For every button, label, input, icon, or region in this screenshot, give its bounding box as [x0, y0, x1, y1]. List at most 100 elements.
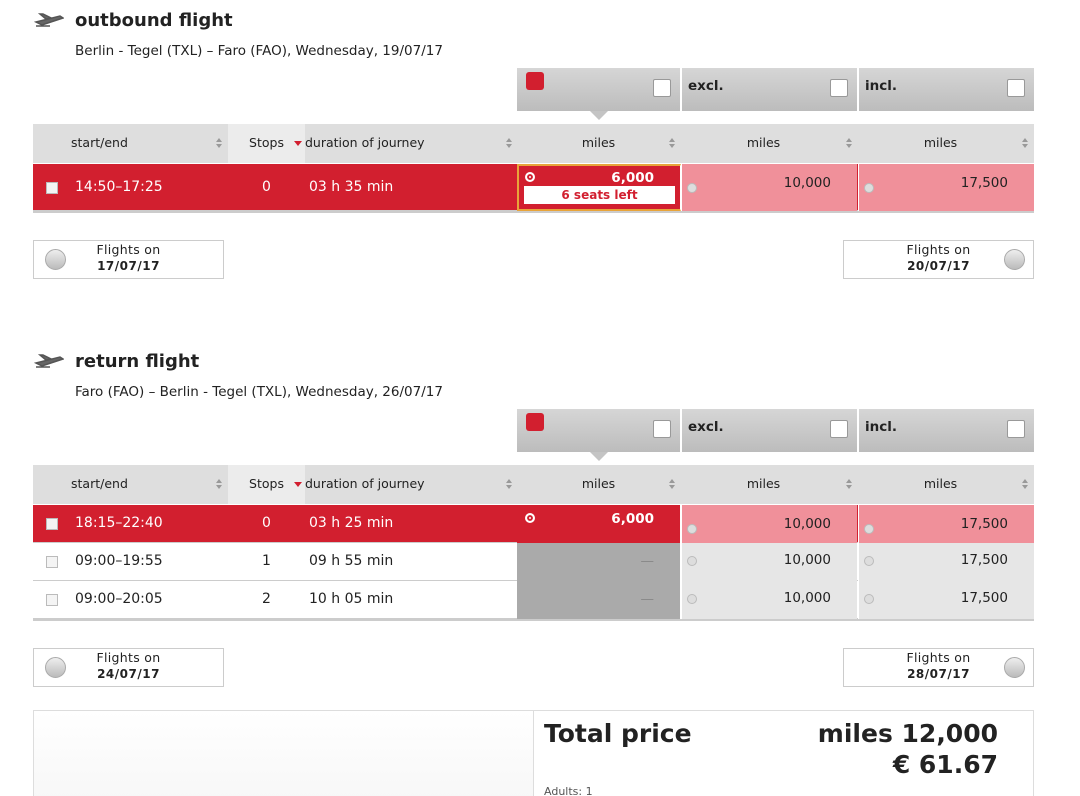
sort-active[interactable]	[294, 141, 302, 146]
sort-arrows[interactable]	[669, 138, 675, 142]
radio[interactable]	[864, 594, 874, 604]
sort-arrows[interactable]	[216, 479, 222, 483]
info-icon[interactable]	[830, 420, 848, 438]
tab-pointer	[590, 111, 608, 120]
fare-value: 6,000	[611, 170, 654, 186]
sort-arrows[interactable]	[506, 144, 512, 148]
radio[interactable]	[687, 183, 697, 193]
column-label: Stops	[249, 476, 284, 491]
radio[interactable]	[864, 183, 874, 193]
fare-header-label: incl.	[865, 419, 897, 435]
nav-button[interactable]	[843, 648, 1034, 687]
sort-arrows[interactable]	[506, 485, 512, 489]
stops: 2	[262, 591, 271, 607]
fare-cell[interactable]	[681, 505, 857, 543]
time: 14:50–17:25	[75, 178, 163, 195]
nav-date: 28/07/17	[907, 667, 970, 681]
expand-button[interactable]	[46, 518, 58, 530]
fare-value: 17,500	[960, 175, 1008, 191]
seats-left: 6 seats left	[524, 186, 675, 204]
fare-cell[interactable]	[517, 543, 681, 581]
info-icon[interactable]	[830, 79, 848, 97]
tab-pointer	[590, 452, 608, 461]
expand-button[interactable]	[46, 181, 58, 194]
nav-button[interactable]	[843, 240, 1034, 279]
fare-header	[858, 409, 1034, 452]
radio[interactable]	[687, 524, 697, 534]
discount-icon	[526, 413, 544, 431]
nav-date: 17/07/17	[97, 259, 160, 273]
sort-arrows[interactable]	[846, 485, 852, 489]
sort-arrows[interactable]	[669, 479, 675, 483]
fare-cell[interactable]	[858, 164, 1034, 211]
sort-active[interactable]	[294, 482, 302, 487]
radio[interactable]	[525, 172, 535, 182]
radio[interactable]	[687, 556, 697, 566]
sort-arrows[interactable]	[216, 138, 222, 142]
radio[interactable]	[864, 524, 874, 534]
fare-cell[interactable]	[858, 543, 1034, 581]
radio[interactable]	[687, 594, 697, 604]
radio[interactable]	[864, 556, 874, 566]
sort-arrows[interactable]	[1022, 479, 1028, 483]
sort-arrows[interactable]	[846, 138, 852, 142]
nav-label: Flights on	[96, 242, 161, 257]
fare-header	[517, 409, 680, 452]
fare-cell[interactable]	[517, 505, 681, 543]
fare-value: —	[640, 553, 655, 569]
fare-cell[interactable]	[858, 505, 1034, 543]
fare-cell[interactable]	[858, 581, 1034, 619]
info-icon[interactable]	[653, 79, 671, 97]
total-miles: miles 12,000	[817, 719, 998, 748]
fare-value: 10,000	[783, 516, 831, 532]
route: Faro (FAO) – Berlin - Tegel (TXL), Wedne…	[75, 384, 443, 400]
duration: 10 h 05 min	[309, 591, 394, 607]
nav-arrow[interactable]	[1004, 657, 1025, 678]
column-label: miles	[923, 135, 958, 150]
sort-arrows[interactable]	[669, 144, 675, 148]
fare-cell[interactable]	[681, 164, 857, 211]
expand-button[interactable]	[46, 556, 58, 568]
column-label: Stops	[249, 135, 284, 150]
info-icon[interactable]	[653, 420, 671, 438]
sort-arrows[interactable]	[216, 144, 222, 148]
column-label: miles	[923, 476, 958, 491]
fare-cell[interactable]	[681, 581, 857, 619]
column-label: miles	[581, 135, 616, 150]
fare-value: 10,000	[783, 590, 831, 606]
sort-arrows[interactable]	[669, 485, 675, 489]
time: 09:00–19:55	[75, 553, 163, 569]
time: 18:15–22:40	[75, 515, 163, 531]
column-label: duration of journey	[305, 135, 425, 150]
radio[interactable]	[525, 513, 535, 523]
sort-arrows[interactable]	[846, 479, 852, 483]
sort-arrows[interactable]	[1022, 138, 1028, 142]
sort-arrows[interactable]	[506, 138, 512, 142]
fare-header	[681, 409, 857, 452]
nav-arrow[interactable]	[45, 657, 66, 678]
stops: 0	[262, 515, 271, 531]
fare-value: —	[640, 591, 655, 607]
fare-cell[interactable]	[517, 581, 681, 619]
nav-button[interactable]	[33, 648, 224, 687]
stops: 0	[262, 178, 271, 195]
column-label: start/end	[71, 135, 128, 150]
plane-icon	[33, 12, 65, 27]
stops-header-bg	[228, 465, 305, 504]
sort-arrows[interactable]	[1022, 485, 1028, 489]
section-title: return flight	[75, 351, 200, 372]
sort-arrows[interactable]	[846, 144, 852, 148]
info-icon[interactable]	[1007, 79, 1025, 97]
column-label: miles	[746, 476, 781, 491]
fare-cell[interactable]	[681, 543, 857, 581]
expand-button[interactable]	[46, 594, 58, 606]
nav-arrow[interactable]	[45, 249, 66, 270]
nav-arrow[interactable]	[1004, 249, 1025, 270]
sort-arrows[interactable]	[1022, 144, 1028, 148]
fare-header-label: excl.	[688, 78, 724, 94]
info-icon[interactable]	[1007, 420, 1025, 438]
sort-arrows[interactable]	[216, 485, 222, 489]
duration: 09 h 55 min	[309, 553, 394, 569]
sort-arrows[interactable]	[506, 479, 512, 483]
total-label: Total price	[544, 719, 692, 748]
